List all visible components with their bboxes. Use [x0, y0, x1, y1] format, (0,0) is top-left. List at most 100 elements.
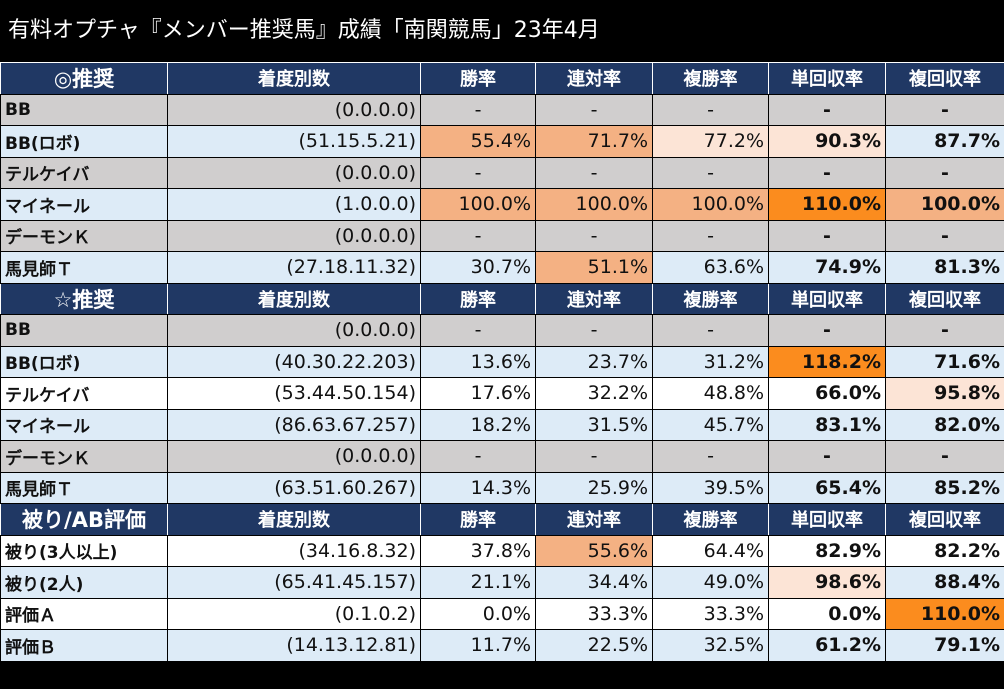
column-header: 複回収率 — [885, 503, 1004, 536]
value-cell: 83.1% — [768, 408, 886, 441]
value-cell: 22.5% — [535, 629, 653, 662]
table-row: デーモンＫ (0.0.0.0) - - - - - — [0, 440, 1004, 473]
table-row: BB(ロボ) (51.15.5.21) 55.4% 71.7% 77.2% 90.3% 87… — [0, 125, 1004, 158]
value-cell: 30.7% — [420, 251, 536, 284]
row-name: 被り(3人以上) — [0, 534, 168, 567]
value-cell: - — [420, 219, 536, 252]
value-cell: - — [768, 156, 886, 189]
value-cell: 77.2% — [652, 125, 769, 158]
row-name: 馬見師Ｔ — [0, 471, 168, 504]
value-cell: 74.9% — [768, 251, 886, 284]
value-cell: - — [652, 440, 769, 473]
record-cell: (65.41.45.157) — [167, 566, 421, 599]
value-cell: 98.6% — [768, 566, 886, 599]
value-cell: 82.0% — [885, 408, 1004, 441]
column-header: 勝率 — [420, 503, 536, 536]
table-row: 評価Ａ (0.1.0.2) 0.0% 33.3% 33.3% 0.0% 110.0% — [0, 597, 1004, 630]
value-cell: 65.4% — [768, 471, 886, 504]
record-cell: (0.0.0.0) — [167, 440, 421, 473]
value-cell: - — [885, 440, 1004, 473]
column-header: 連対率 — [535, 503, 653, 536]
column-header: 複勝率 — [652, 282, 769, 315]
value-cell: 71.7% — [535, 125, 653, 158]
row-name: デーモンＫ — [0, 219, 168, 252]
value-cell: - — [885, 219, 1004, 252]
row-name: マイネール — [0, 188, 168, 221]
column-header: 連対率 — [535, 62, 653, 95]
value-cell: 90.3% — [768, 125, 886, 158]
value-cell: 48.8% — [652, 377, 769, 410]
record-cell: (63.51.60.267) — [167, 471, 421, 504]
value-cell: - — [885, 156, 1004, 189]
value-cell: - — [420, 156, 536, 189]
value-cell: 71.6% — [885, 345, 1004, 378]
record-cell: (53.44.50.154) — [167, 377, 421, 410]
row-name: 評価Ａ — [0, 597, 168, 630]
column-header: 単回収率 — [768, 62, 886, 95]
results-table: ◎推奨 着度別数 勝率 連対率 複勝率 単回収率 複回収率 BB (0.0.0.0) - - - - - B… — [0, 62, 1004, 662]
record-cell: (27.18.11.32) — [167, 251, 421, 284]
record-cell: (34.16.8.32) — [167, 534, 421, 567]
value-cell: - — [768, 93, 886, 126]
value-cell: 51.1% — [535, 251, 653, 284]
column-header: 着度別数 — [167, 282, 421, 315]
row-name: テルケイバ — [0, 156, 168, 189]
value-cell: 31.5% — [535, 408, 653, 441]
record-cell: (0.0.0.0) — [167, 93, 421, 126]
value-cell: 37.8% — [420, 534, 536, 567]
value-cell: 18.2% — [420, 408, 536, 441]
value-cell: 79.1% — [885, 629, 1004, 662]
table-row: 被り(2人) (65.41.45.157) 21.1% 34.4% 49.0% 98.6%… — [0, 566, 1004, 599]
value-cell: 100.0% — [885, 188, 1004, 221]
value-cell: - — [768, 219, 886, 252]
value-cell: 100.0% — [420, 188, 536, 221]
table-row: デーモンＫ (0.0.0.0) - - - - - — [0, 219, 1004, 252]
value-cell: 95.8% — [885, 377, 1004, 410]
record-cell: (86.63.67.257) — [167, 408, 421, 441]
value-cell: 81.3% — [885, 251, 1004, 284]
record-cell: (0.1.0.2) — [167, 597, 421, 630]
section-header: 被り/AB評価 着度別数 勝率 連対率 複勝率 単回収率 複回収率 — [0, 503, 1004, 536]
value-cell: - — [535, 314, 653, 347]
row-name: BB(ロボ) — [0, 345, 168, 378]
table-row: テルケイバ (0.0.0.0) - - - - - — [0, 156, 1004, 189]
column-header: 複回収率 — [885, 62, 1004, 95]
record-cell: (1.0.0.0) — [167, 188, 421, 221]
value-cell: 0.0% — [420, 597, 536, 630]
value-cell: 100.0% — [535, 188, 653, 221]
value-cell: 82.9% — [768, 534, 886, 567]
value-cell: 110.0% — [885, 597, 1004, 630]
value-cell: 82.2% — [885, 534, 1004, 567]
row-name: マイネール — [0, 408, 168, 441]
value-cell: 33.3% — [535, 597, 653, 630]
value-cell: 49.0% — [652, 566, 769, 599]
column-header: 複回収率 — [885, 282, 1004, 315]
value-cell: 14.3% — [420, 471, 536, 504]
row-name: BB — [0, 93, 168, 126]
value-cell: 85.2% — [885, 471, 1004, 504]
row-name: 評価Ｂ — [0, 629, 168, 662]
table-row: マイネール (1.0.0.0) 100.0% 100.0% 100.0% 110.0% 10… — [0, 188, 1004, 221]
value-cell: - — [768, 440, 886, 473]
value-cell: 34.4% — [535, 566, 653, 599]
value-cell: - — [535, 156, 653, 189]
value-cell: - — [885, 93, 1004, 126]
table-row: 馬見師Ｔ (63.51.60.267) 14.3% 25.9% 39.5% 65.4% 85… — [0, 471, 1004, 504]
section-label: ☆推奨 — [0, 282, 168, 315]
value-cell: 23.7% — [535, 345, 653, 378]
table-row: テルケイバ (53.44.50.154) 17.6% 32.2% 48.8% 66.0% 9… — [0, 377, 1004, 410]
row-name: BB — [0, 314, 168, 347]
value-cell: - — [652, 156, 769, 189]
value-cell: 21.1% — [420, 566, 536, 599]
table-row: BB (0.0.0.0) - - - - - — [0, 93, 1004, 126]
value-cell: 110.0% — [768, 188, 886, 221]
value-cell: 118.2% — [768, 345, 886, 378]
value-cell: 100.0% — [652, 188, 769, 221]
value-cell: 87.7% — [885, 125, 1004, 158]
value-cell: 55.4% — [420, 125, 536, 158]
value-cell: - — [535, 93, 653, 126]
row-name: 被り(2人) — [0, 566, 168, 599]
record-cell: (0.0.0.0) — [167, 219, 421, 252]
value-cell: - — [420, 93, 536, 126]
value-cell: 25.9% — [535, 471, 653, 504]
